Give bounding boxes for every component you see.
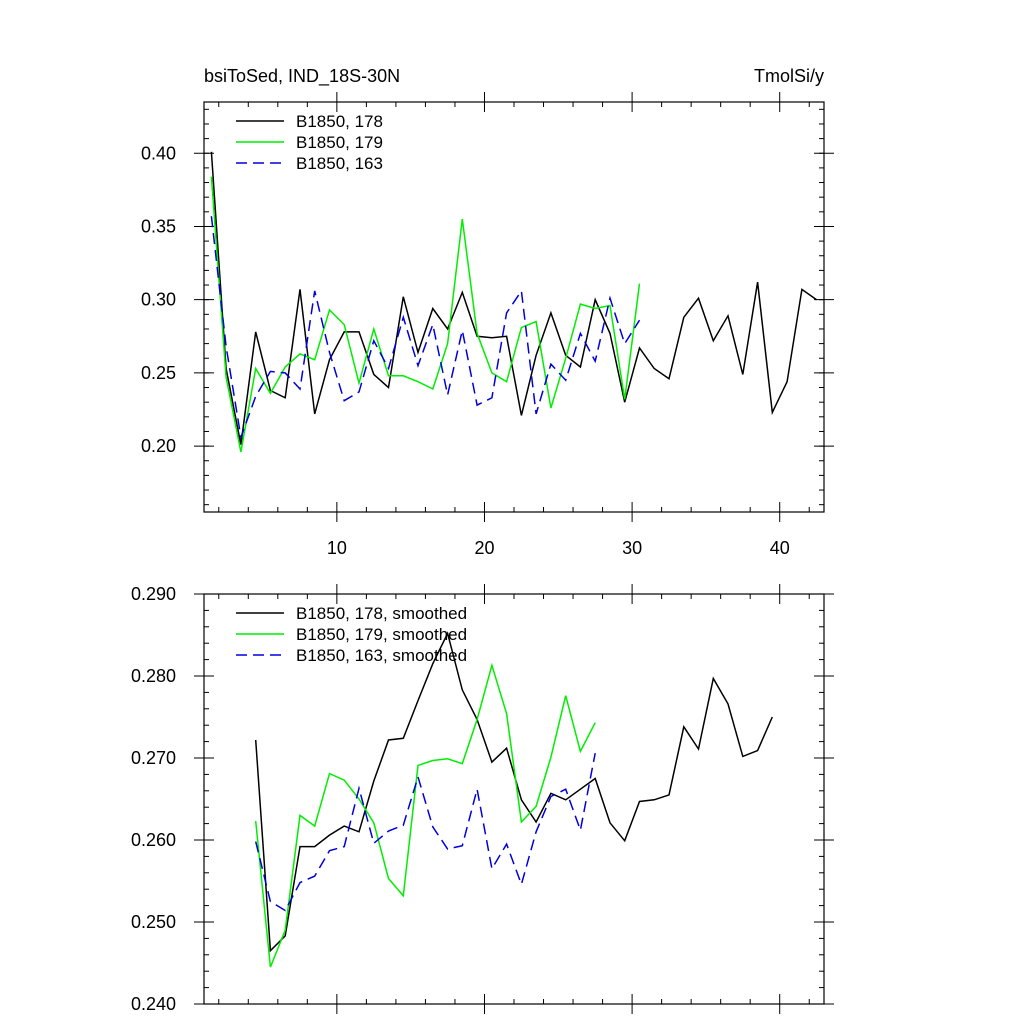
y-tick-label: 0.290	[131, 584, 176, 604]
series-line-b1850-163-smoothed	[254, 752, 596, 912]
bottom-panel-frame	[203, 593, 825, 1005]
x-tick-label: 10	[327, 538, 347, 558]
series-line-b1850-178-smoothed	[254, 631, 773, 953]
legend-label: B1850, 178, smoothed	[296, 604, 467, 623]
series-line-b1850-178	[210, 151, 818, 445]
bottom-panel: 0.240 0.250 0.260 0.270 0.280 0.290 B1850, 17…	[131, 584, 834, 1014]
top-panel-ticks: 10 20 30 40 0.20 0.25 0.30 0.35 0.40	[141, 92, 834, 558]
legend-label: B1850, 179, smoothed	[296, 625, 467, 644]
top-panel-units: TmolSi/y	[754, 66, 824, 86]
top-panel-frame	[203, 101, 825, 513]
x-tick-label: 40	[770, 538, 790, 558]
top-panel: bsiToSed, IND_18S-30N TmolSi/y 10 20 30 40 0…	[141, 66, 834, 558]
top-panel-title: bsiToSed, IND_18S-30N	[204, 66, 400, 87]
x-tick-label: 30	[622, 538, 642, 558]
y-tick-label: 0.20	[141, 436, 176, 456]
legend-label: B1850, 179	[296, 133, 383, 152]
series-line-b1850-163	[210, 216, 641, 441]
x-tick-label: 20	[474, 538, 494, 558]
y-tick-label: 0.240	[131, 994, 176, 1014]
series-line-b1850-179	[210, 176, 641, 453]
y-tick-label: 0.35	[141, 216, 176, 236]
bottom-panel-ticks: 0.240 0.250 0.260 0.270 0.280 0.290	[131, 584, 834, 1014]
legend-label: B1850, 178	[296, 112, 383, 131]
series-line-b1850-179-smoothed	[254, 662, 596, 968]
legend-label: B1850, 163, smoothed	[296, 646, 467, 665]
y-tick-label: 0.270	[131, 748, 176, 768]
top-panel-series	[210, 151, 818, 453]
y-tick-label: 0.260	[131, 830, 176, 850]
bottom-panel-legend: B1850, 178, smoothed B1850, 179, smoothed…	[236, 604, 467, 665]
bottom-panel-series	[254, 631, 773, 968]
y-tick-label: 0.40	[141, 143, 176, 163]
y-tick-label: 0.280	[131, 666, 176, 686]
y-tick-label: 0.30	[141, 290, 176, 310]
legend-label: B1850, 163	[296, 154, 383, 173]
y-tick-label: 0.25	[141, 363, 176, 383]
top-panel-legend: B1850, 178 B1850, 179 B1850, 163	[236, 112, 383, 173]
y-tick-label: 0.250	[131, 912, 176, 932]
